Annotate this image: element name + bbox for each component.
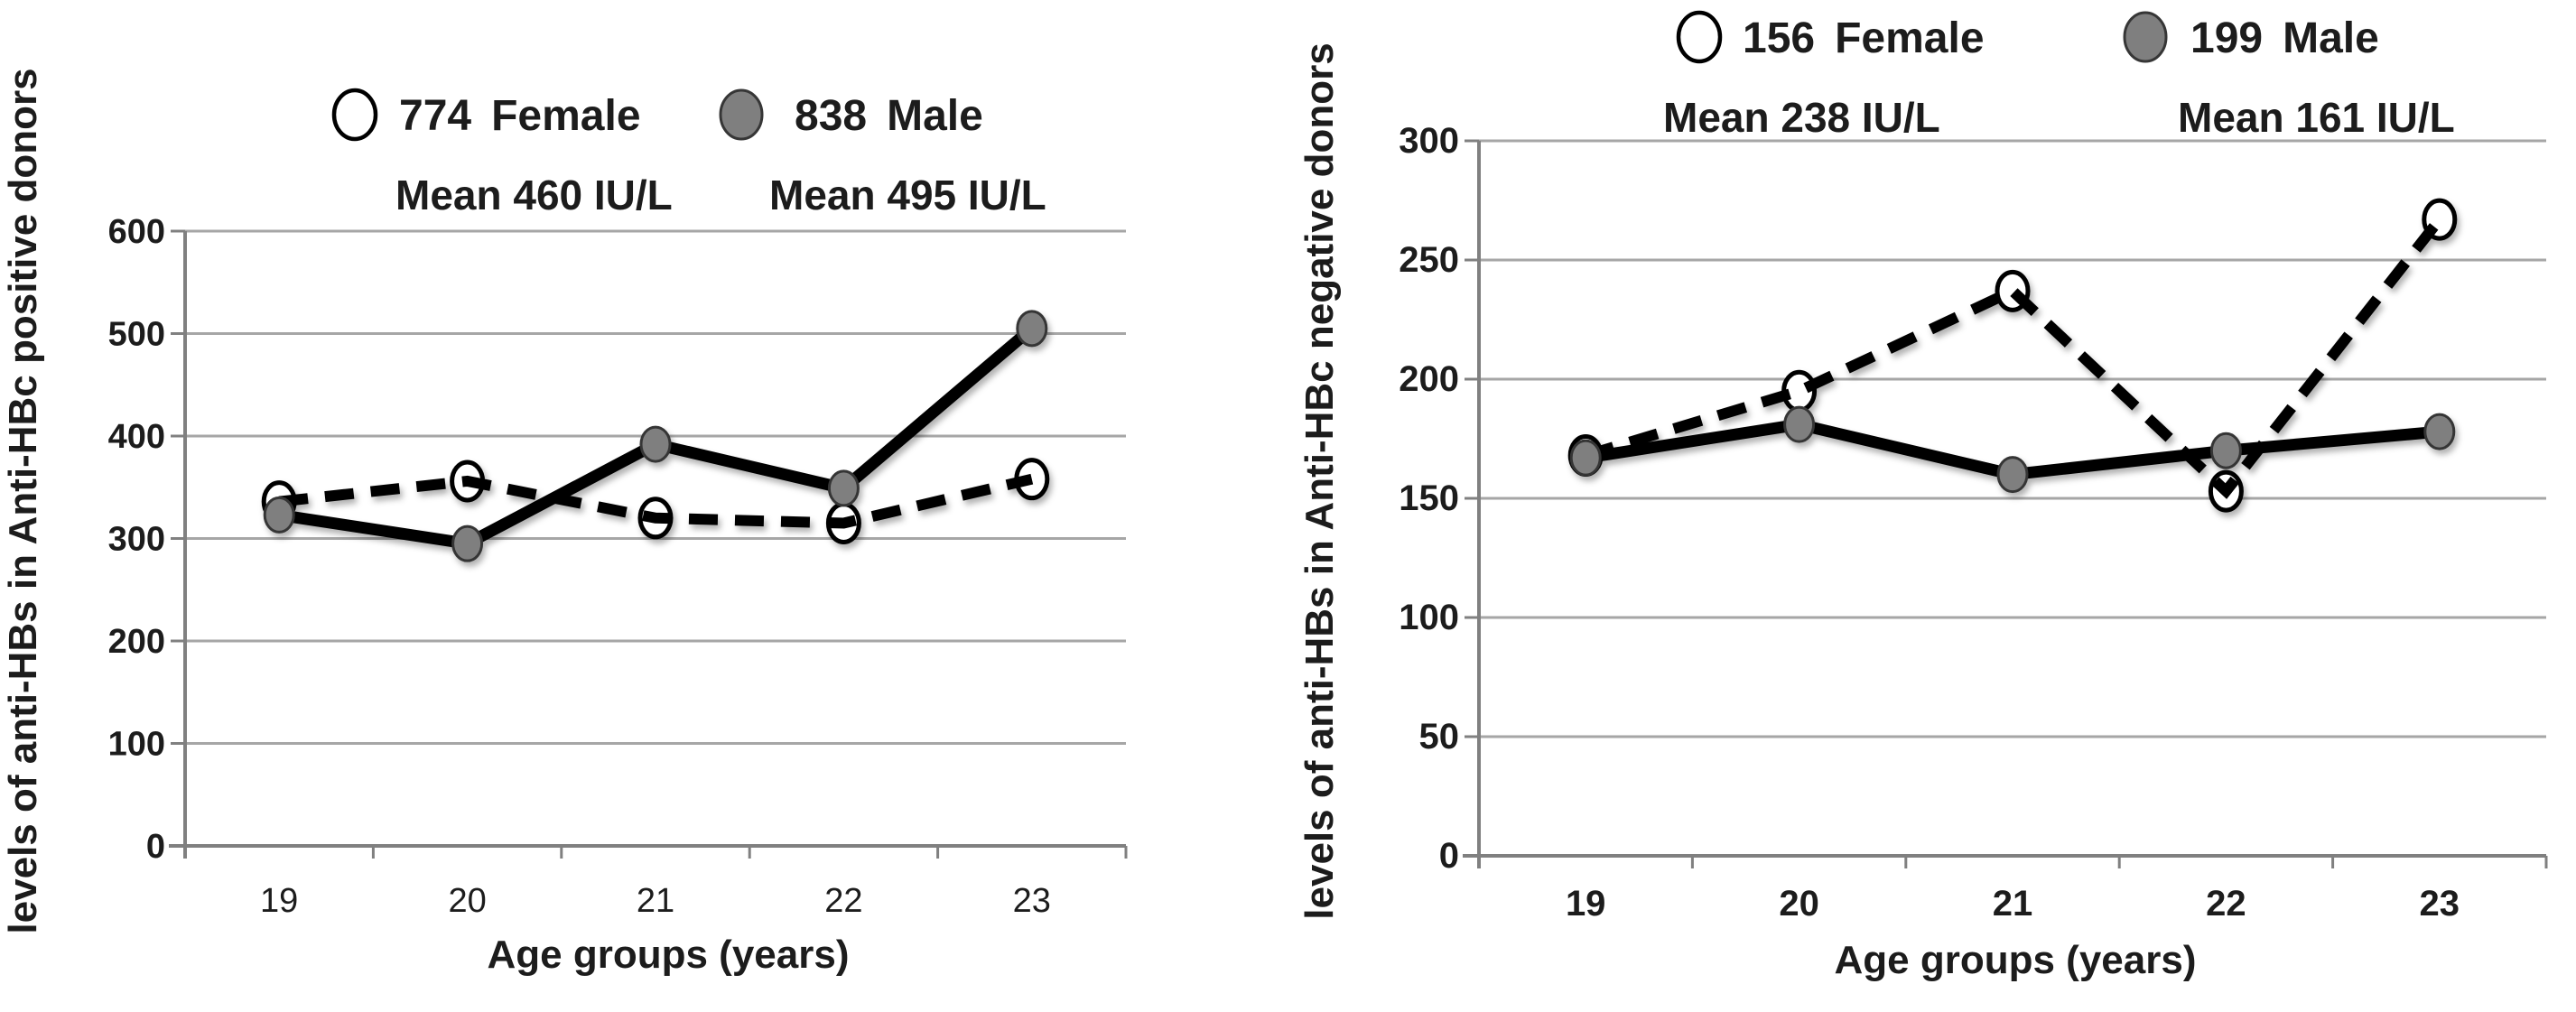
right-tick-labels: 0 50 100 150 200 250 300 19 20 21 22 23 xyxy=(1399,121,2460,924)
left-chart: 0 100 200 300 400 500 600 19 20 21 22 23 Age groups … xyxy=(1,68,1128,977)
open-circle-icon xyxy=(331,88,378,142)
right-legend: 156 Female Mean 238 IU/L 199 Male Mean 161 IU… xyxy=(1663,10,2455,141)
legend-female-label: 156 Female xyxy=(1743,14,1985,62)
left-series-layer xyxy=(261,310,1050,562)
y-tick-label: 50 xyxy=(1419,717,1460,757)
male-marker xyxy=(451,525,484,562)
male-marker xyxy=(2209,432,2242,469)
filled-circle-icon xyxy=(719,88,764,141)
y-tick-label: 300 xyxy=(1399,121,1459,161)
x-tick-label: 19 xyxy=(1566,884,1606,924)
y-axis-title: levels of anti-HBs in Anti-HBc negative … xyxy=(1297,42,1342,919)
x-tick-label: 23 xyxy=(2420,884,2460,924)
male-marker xyxy=(1783,405,1816,443)
y-tick-label: 0 xyxy=(146,828,165,866)
right-chart: 0 50 100 150 200 250 300 19 20 21 22 23 Age groups (… xyxy=(1297,10,2548,982)
left-axes xyxy=(169,229,1128,859)
left-legend: 774 Female Mean 460 IU/L 838 Male Mean 495 IU… xyxy=(331,88,1046,218)
y-tick-label: 100 xyxy=(108,726,165,764)
x-tick-label: 20 xyxy=(1779,884,1819,924)
male-marker xyxy=(263,496,295,534)
y-tick-label: 300 xyxy=(108,521,165,559)
male-marker xyxy=(1996,456,2029,494)
y-tick-label: 150 xyxy=(1399,478,1459,518)
y-tick-label: 500 xyxy=(108,316,165,354)
legend-female-mean: Mean 460 IU/L xyxy=(395,172,673,218)
x-tick-label: 22 xyxy=(824,882,862,920)
y-tick-label: 250 xyxy=(1399,240,1459,280)
x-tick-label: 23 xyxy=(1013,882,1051,920)
right-gridlines xyxy=(1479,139,2546,738)
x-tick-label: 21 xyxy=(1993,884,2033,924)
legend-female-mean: Mean 238 IU/L xyxy=(1663,94,1940,141)
male-marker xyxy=(1016,310,1048,348)
legend-male-label: 199 Male xyxy=(2190,14,2379,62)
y-tick-label: 0 xyxy=(1439,836,1459,876)
male-markers xyxy=(1569,405,2456,494)
right-axes xyxy=(1463,139,2548,868)
y-tick-label: 100 xyxy=(1399,598,1459,637)
y-tick-label: 200 xyxy=(1399,359,1459,399)
male-marker xyxy=(827,469,860,507)
x-tick-label: 20 xyxy=(448,882,486,920)
left-tick-labels: 0 100 200 300 400 500 600 19 20 21 22 23 xyxy=(108,213,1051,920)
filled-circle-icon xyxy=(2123,11,2168,63)
legend-male-label: 838 Male xyxy=(795,92,983,140)
male-marker xyxy=(1569,439,1602,477)
x-axis-title: Age groups (years) xyxy=(488,933,850,977)
y-tick-label: 600 xyxy=(108,213,165,251)
y-axis-title: levels of anti-HBs in Anti-HBc positive … xyxy=(1,68,45,933)
legend-female-label: 774 Female xyxy=(399,92,641,140)
x-axis-title: Age groups (years) xyxy=(1835,938,2197,982)
legend-male-mean: Mean 161 IU/L xyxy=(2178,94,2455,141)
female-series-line xyxy=(1584,216,2444,499)
female-series-line xyxy=(278,473,1034,529)
legend-male-mean: Mean 495 IU/L xyxy=(769,172,1046,218)
male-markers xyxy=(263,310,1048,562)
open-circle-icon xyxy=(1676,10,1723,64)
male-marker xyxy=(639,425,672,463)
x-tick-label: 22 xyxy=(2206,884,2246,924)
male-marker xyxy=(2423,413,2456,450)
right-series-layer xyxy=(1567,198,2458,513)
x-tick-label: 21 xyxy=(637,882,674,920)
y-tick-label: 200 xyxy=(108,623,165,661)
x-tick-label: 19 xyxy=(260,882,298,920)
y-tick-label: 400 xyxy=(108,418,165,456)
